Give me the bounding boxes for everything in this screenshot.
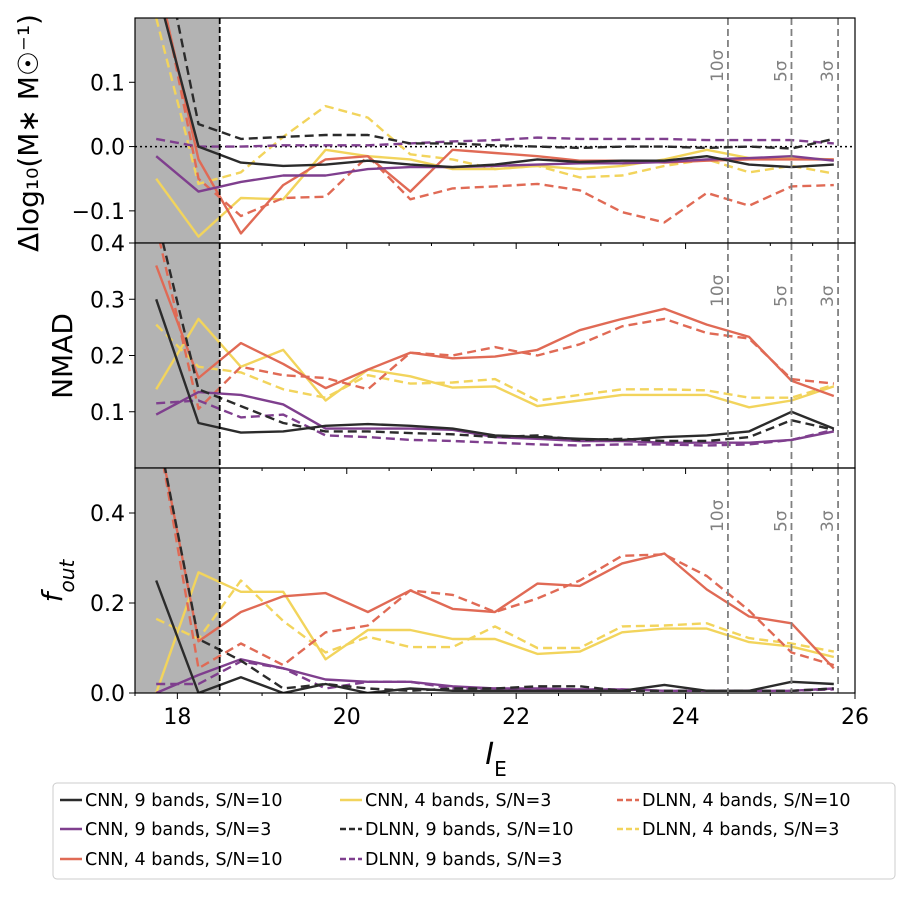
- y-axis-label-fout: fout: [36, 559, 79, 603]
- y-tick-label: 0.4: [90, 232, 125, 257]
- x-tick-label: 18: [163, 705, 191, 730]
- shaded-bright-region: [135, 468, 220, 693]
- series-line-dlnn9_10: [175, 18, 835, 150]
- legend-label-cnn4_3: CNN, 4 bands, S/N=3: [365, 791, 551, 811]
- y-tick-label: −0.1: [72, 200, 125, 225]
- y-tick-label: 0.1: [90, 71, 125, 96]
- series-line-dlnn9_10: [163, 468, 834, 692]
- y-axis-label-fout-sub: out: [55, 559, 79, 593]
- y-tick-label: 0.2: [90, 592, 125, 617]
- depth-label-2: 3σ: [818, 60, 838, 82]
- series-line-dlnn9_3: [156, 660, 834, 692]
- legend-label-dlnn9_10: DLNN, 9 bands, S/N=10: [365, 820, 574, 840]
- series-line-dlnn4_10: [162, 468, 835, 670]
- shaded-bright-region: [135, 18, 220, 243]
- legend-label-cnn9_10: CNN, 9 bands, S/N=10: [85, 791, 283, 811]
- series-line-cnn9_10: [163, 18, 834, 169]
- series-line-cnn9_3: [155, 658, 834, 693]
- y-tick-label: 0.0: [90, 136, 125, 161]
- legend-label-dlnn4_3: DLNN, 4 bands, S/N=3: [642, 820, 839, 840]
- series-group: [135, 18, 855, 238]
- legend-frame: [52, 782, 896, 880]
- y-tick-label: 0.3: [90, 288, 125, 313]
- depth-label-1: 5σ: [771, 510, 791, 532]
- legend: CNN, 9 bands, S/N=10 CNN, 9 bands, S/N=3 C…: [52, 782, 896, 880]
- y-axis-label-bias: Δlog₁₀(M∗ M☉⁻¹): [12, 14, 45, 252]
- y-axis-label-nmad: NMAD: [46, 313, 79, 399]
- x-axis-label: IE: [485, 737, 507, 781]
- series-line-dlnn4_3: [155, 323, 835, 402]
- panel-nmad: 10σ 5σ 3σ 0.1 0.2 0.3 0.4: [90, 232, 856, 474]
- y-tick-label: 0.1: [90, 401, 125, 426]
- panel-frame: [134, 467, 856, 694]
- panel-frame: [134, 17, 856, 244]
- series-line-dlnn4_10: [158, 243, 834, 411]
- panel-bias: 10σ 5σ 3σ −0.1 0.0 0.1: [72, 17, 856, 249]
- depth-label-0: 10σ: [708, 274, 728, 307]
- series-line-dlnn9_10: [161, 243, 835, 443]
- legend-label-dlnn4_10: DLNN, 4 bands, S/N=10: [642, 791, 851, 811]
- series-line-cnn4_3: [155, 317, 835, 409]
- x-tick-label: 26: [841, 705, 869, 730]
- y-tick-label: 0.2: [90, 345, 125, 370]
- depth-label-0: 10σ: [708, 499, 728, 532]
- series-line-cnn9_10: [155, 298, 835, 442]
- depth-label-2: 3σ: [818, 510, 838, 532]
- series-line-cnn4_3: [155, 148, 834, 238]
- y-tick-label: 0.0: [90, 682, 125, 707]
- depth-label-1: 5σ: [771, 60, 791, 82]
- depth-label-2: 3σ: [818, 285, 838, 307]
- depth-label-1: 5σ: [771, 285, 791, 307]
- series-group: [155, 468, 835, 693]
- series-line-dlnn9_3: [155, 136, 834, 148]
- legend-label-cnn4_10: CNN, 4 bands, S/N=10: [85, 850, 283, 870]
- x-tick-label: 22: [502, 705, 530, 730]
- series-line-cnn4_10: [165, 18, 834, 235]
- series-group: [155, 243, 835, 447]
- series-line-cnn9_10: [155, 580, 834, 693]
- series-line-cnn4_10: [155, 265, 835, 398]
- legend-label-cnn9_3: CNN, 9 bands, S/N=3: [85, 820, 271, 840]
- x-tick-label: 24: [672, 705, 700, 730]
- series-line-dlnn9_3: [156, 399, 835, 447]
- legend-label-dlnn9_3: DLNN, 9 bands, S/N=3: [365, 850, 562, 870]
- panel-fout: 10σ 5σ 3σ 0.0 0.2 0.4 18 20 22 24 26: [90, 467, 869, 730]
- series-line-cnn4_10: [163, 468, 835, 670]
- series-line-dlnn4_3: [155, 579, 835, 654]
- series-line-dlnn4_10: [165, 18, 834, 224]
- x-axis-label-sub: E: [494, 757, 507, 781]
- series-line-cnn4_3: [155, 571, 835, 693]
- y-tick-label: 0.4: [90, 502, 125, 527]
- depth-label-0: 10σ: [708, 49, 728, 82]
- x-tick-label: 20: [333, 705, 361, 730]
